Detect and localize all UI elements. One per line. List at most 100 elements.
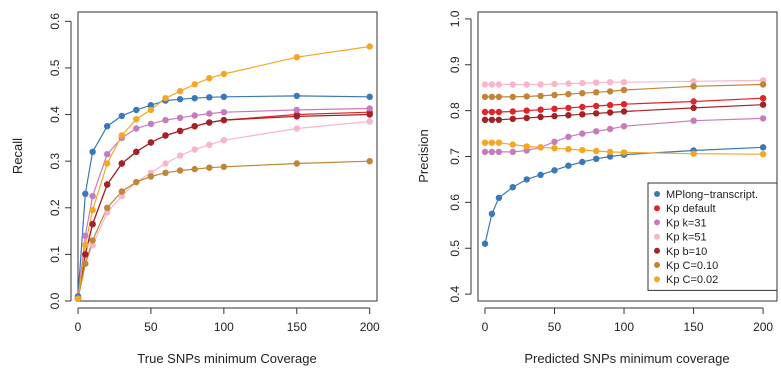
recall-point-kp_c010 [220, 163, 228, 170]
precision-point-kp_c010 [537, 92, 544, 100]
recall-point-kp_b10 [191, 123, 198, 130]
recall-y-tick-label: 0.3 [48, 152, 62, 169]
precision-point-kp_c010 [565, 90, 572, 98]
legend-label: MPlong−transcript. [666, 189, 758, 201]
recall-point-kp_b10 [133, 148, 140, 155]
recall-point-mplong [118, 112, 126, 120]
recall-series-line-kp_c002 [77, 45, 370, 299]
precision-point-kp_c002 [593, 147, 600, 155]
recall-x-tick-label: 150 [287, 320, 307, 334]
precision-panel: 0 50 100 150 200 0.4 0.5 0.6 0.7 0.8 0.9 1.0 Predic… [416, 10, 778, 366]
precision-point-kp_default [523, 107, 530, 114]
precision-point-kp_b10 [565, 112, 572, 119]
recall-y-tick-label: 0.5 [48, 59, 62, 76]
precision-point-kp_c002 [565, 146, 572, 153]
recall-point-kp_k31 [89, 192, 96, 200]
recall-point-kp_c002 [220, 70, 228, 78]
recall-point-kp_b10 [118, 160, 126, 167]
recall-point-kp_k31 [366, 105, 373, 112]
recall-point-mplong [293, 92, 300, 100]
precision-point-mplong [488, 210, 496, 217]
precision-point-kp_k31 [495, 148, 503, 156]
recall-point-kp_c010 [366, 158, 373, 165]
precision-point-kp_default [579, 103, 586, 111]
precision-point-kp_c010 [593, 89, 600, 96]
precision-point-kp_default [495, 108, 503, 116]
recall-point-kp_c010 [89, 237, 96, 244]
precision-point-kp_default [509, 108, 516, 115]
recall-point-kp_k51 [366, 118, 373, 125]
recall-point-kp_k31 [133, 125, 140, 132]
recall-x-axis-label: True SNPs minimum Coverage [137, 351, 316, 366]
legend-label: Kp default [666, 203, 716, 215]
precision-point-kp_b10 [579, 111, 586, 118]
precision-axes: 0 50 100 150 200 0.4 0.5 0.6 0.7 0.8 0.9 1.0 [448, 10, 773, 334]
precision-point-kp_b10 [509, 115, 516, 123]
precision-point-mplong [495, 194, 503, 201]
legend-swatch [654, 262, 660, 268]
recall-point-mplong [82, 190, 89, 197]
recall-point-kp_k31 [191, 112, 198, 119]
legend-label: Kp k=51 [666, 232, 707, 244]
recall-y-tick-label: 0.0 [48, 292, 62, 309]
precision-point-kp_b10 [481, 116, 489, 124]
recall-axes: 0 50 100 150 200 0.0 0.1 0.2 0.3 0.4 0.5 0.6 [48, 13, 380, 334]
precision-point-kp_k51 [690, 78, 697, 85]
precision-x-tick-label: 200 [753, 320, 773, 334]
precision-y-tick-label: 0.4 [448, 285, 462, 302]
precision-point-mplong [579, 158, 586, 166]
precision-point-kp_k31 [593, 128, 600, 135]
recall-point-kp_c002 [89, 206, 96, 214]
recall-y-tick-label: 0.1 [48, 246, 62, 263]
recall-point-kp_b10 [220, 116, 228, 124]
precision-point-kp_k51 [495, 81, 503, 88]
precision-point-kp_default [537, 106, 544, 113]
recall-point-mplong [89, 148, 96, 155]
legend-swatch [654, 233, 660, 240]
precision-point-kp_c002 [759, 151, 767, 158]
precision-point-kp_c010 [551, 91, 558, 99]
precision-point-mplong [551, 167, 558, 174]
precision-plot-frame [477, 11, 778, 302]
recall-point-mplong [191, 95, 198, 102]
legend-swatch [654, 191, 660, 197]
recall-point-kp_k31 [147, 120, 155, 128]
recall-point-kp_c010 [82, 260, 89, 267]
recall-point-kp_k51 [162, 160, 169, 167]
recall-point-kp_c002 [118, 132, 126, 139]
recall-series-line-kp_k51 [77, 120, 370, 299]
precision-point-kp_k31 [488, 148, 496, 156]
recall-point-kp_b10 [293, 113, 300, 120]
recall-point-mplong [206, 94, 213, 101]
precision-point-kp_b10 [495, 116, 503, 124]
recall-x-tick-label: 100 [214, 320, 234, 334]
recall-point-kp_c010 [104, 204, 111, 211]
precision-point-kp_k51 [551, 80, 558, 88]
precision-point-kp_c002 [606, 148, 614, 156]
precision-point-kp_c002 [509, 141, 516, 148]
recall-point-kp_c002 [74, 295, 82, 302]
precision-point-kp_default [606, 101, 614, 109]
recall-point-kp_k31 [176, 114, 184, 122]
recall-point-kp_b10 [162, 132, 169, 139]
precision-point-kp_k31 [690, 117, 697, 124]
precision-x-tick-label: 0 [482, 320, 489, 334]
recall-point-kp_c002 [104, 160, 111, 167]
recall-point-kp_b10 [366, 111, 373, 118]
recall-point-kp_c002 [191, 81, 198, 88]
precision-point-kp_k31 [551, 138, 558, 145]
legend-label: Kp C=0.02 [666, 274, 718, 286]
precision-point-kp_b10 [620, 108, 628, 115]
recall-x-tick-label: 200 [360, 320, 380, 334]
recall-point-mplong [176, 96, 184, 103]
recall-point-kp_k51 [104, 209, 111, 216]
precision-point-kp_default [481, 108, 489, 116]
precision-point-kp_default [593, 102, 600, 110]
precision-point-kp_k51 [509, 81, 516, 88]
precision-point-kp_c002 [690, 150, 697, 157]
precision-point-kp_k31 [509, 148, 516, 156]
legend-swatch [654, 247, 660, 254]
precision-point-kp_b10 [606, 109, 614, 116]
precision-point-kp_c010 [606, 88, 614, 95]
recall-point-kp_c002 [133, 116, 140, 123]
